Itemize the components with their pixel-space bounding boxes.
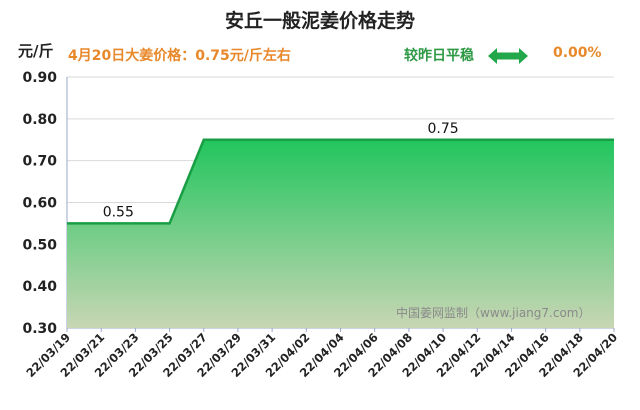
- y-tick-label: 0.80: [22, 112, 57, 128]
- y-tick-label: 0.60: [22, 196, 57, 212]
- price-area: [67, 140, 614, 328]
- y-axis-ticks: 0.30 0.40 0.50 0.60 0.70 0.80 0.90: [22, 70, 57, 337]
- data-label: 0.55: [103, 204, 134, 220]
- x-axis-ticks: 22/03/1922/03/2122/03/2322/03/2522/03/27…: [23, 328, 620, 380]
- y-tick-label: 0.50: [22, 237, 57, 253]
- data-label: 0.75: [427, 121, 458, 137]
- watermark: 中国姜网监制（www.jiang7.com）: [396, 304, 590, 321]
- y-tick-label: 0.40: [22, 279, 57, 295]
- y-tick-label: 0.90: [22, 70, 57, 86]
- y-tick-label: 0.70: [22, 154, 57, 170]
- y-tick-label: 0.30: [22, 321, 57, 337]
